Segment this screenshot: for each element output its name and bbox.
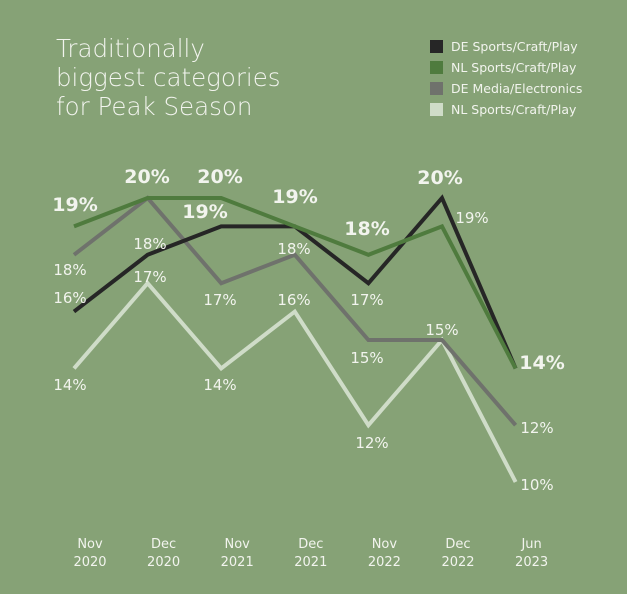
x-tick-label-1-year: 2020 [147, 555, 180, 570]
value-label-de-media-2: 17% [203, 291, 236, 309]
x-tick-label-6-month: Jun [520, 537, 541, 552]
legend-swatch-de-media [430, 82, 443, 95]
x-tick-label-2-month: Nov [225, 537, 251, 552]
value-label-nl-sports-2-2: 14% [203, 376, 236, 394]
legend-item-de-media: DE Media/Electronics [430, 78, 582, 99]
chart-title: Traditionally biggest categories for Pea… [56, 34, 356, 121]
value-label-nl-sports-2-4: 12% [355, 434, 388, 452]
legend: DE Sports/Craft/Play NL Sports/Craft/Pla… [430, 36, 582, 120]
x-tick-label-2-year: 2021 [221, 555, 254, 570]
x-tick-label-4-month: Nov [372, 537, 398, 552]
series-line-nl-sports-2 [72, 280, 518, 483]
x-tick-label-5-month: Dec [445, 537, 470, 552]
value-label-de-media-1: 18% [133, 235, 166, 253]
value-label-de-media-6: 12% [520, 419, 553, 437]
legend-item-nl-sports-2: NL Sports/Craft/Play [430, 99, 582, 120]
value-label-de-sports-5: 20% [417, 167, 462, 189]
series-line-nl-sports [73, 196, 518, 370]
value-label-de-media-5: 15% [425, 321, 458, 339]
chart-title-line-1: Traditionally [56, 34, 205, 63]
x-tick-label-5-year: 2022 [441, 555, 474, 570]
chart-title-line-2: biggest categories [56, 63, 281, 92]
value-label-de-sports-2: 19% [182, 201, 227, 223]
legend-item-de-sports: DE Sports/Craft/Play [430, 36, 582, 57]
x-tick-label-0-month: Nov [77, 537, 103, 552]
value-label-de-media-4: 15% [350, 349, 383, 367]
x-tick-label-4-year: 2022 [368, 555, 401, 570]
value-label-de-media-0: 18% [53, 261, 86, 279]
value-label-nl-sports-3: 19% [272, 186, 317, 208]
value-label-nl-sports-2-1: 17% [133, 268, 166, 286]
value-label-nl-sports-2-3: 16% [277, 291, 310, 309]
legend-label-nl-sports-2: NL Sports/Craft/Play [451, 102, 577, 117]
value-label-de-sports-4: 17% [350, 291, 383, 309]
value-label-nl-sports-0: 19% [52, 194, 97, 216]
legend-label-de-media: DE Media/Electronics [451, 81, 583, 96]
value-label-nl-sports-2-0: 14% [53, 376, 86, 394]
legend-label-nl-sports: NL Sports/Craft/Play [451, 60, 577, 75]
x-tick-label-3-year: 2021 [294, 555, 327, 570]
x-tick-label-1-month: Dec [151, 537, 176, 552]
value-label-nl-sports-2-6: 10% [520, 476, 553, 494]
value-label-nl-sports-4: 18% [344, 218, 389, 240]
value-label-nl-sports-1: 20% [124, 166, 169, 188]
legend-swatch-de-sports [430, 40, 443, 53]
value-label-de-media-3: 18% [277, 240, 310, 258]
chart-title-line-3: for Peak Season [56, 92, 253, 121]
x-tick-label-3-month: Dec [298, 537, 323, 552]
legend-swatch-nl-sports-2 [430, 103, 443, 116]
value-label-nl-sports-2: 20% [197, 166, 242, 188]
legend-item-nl-sports: NL Sports/Craft/Play [430, 57, 582, 78]
x-tick-label-0-year: 2020 [73, 555, 106, 570]
value-label-de-sports-0: 16% [53, 289, 86, 307]
value-label-nl-sports-5: 19% [455, 209, 488, 227]
legend-swatch-nl-sports [430, 61, 443, 74]
value-label-nl-sports-6: 14% [519, 352, 564, 374]
legend-label-de-sports: DE Sports/Craft/Play [451, 39, 578, 54]
x-tick-label-6-year: 2023 [515, 555, 548, 570]
